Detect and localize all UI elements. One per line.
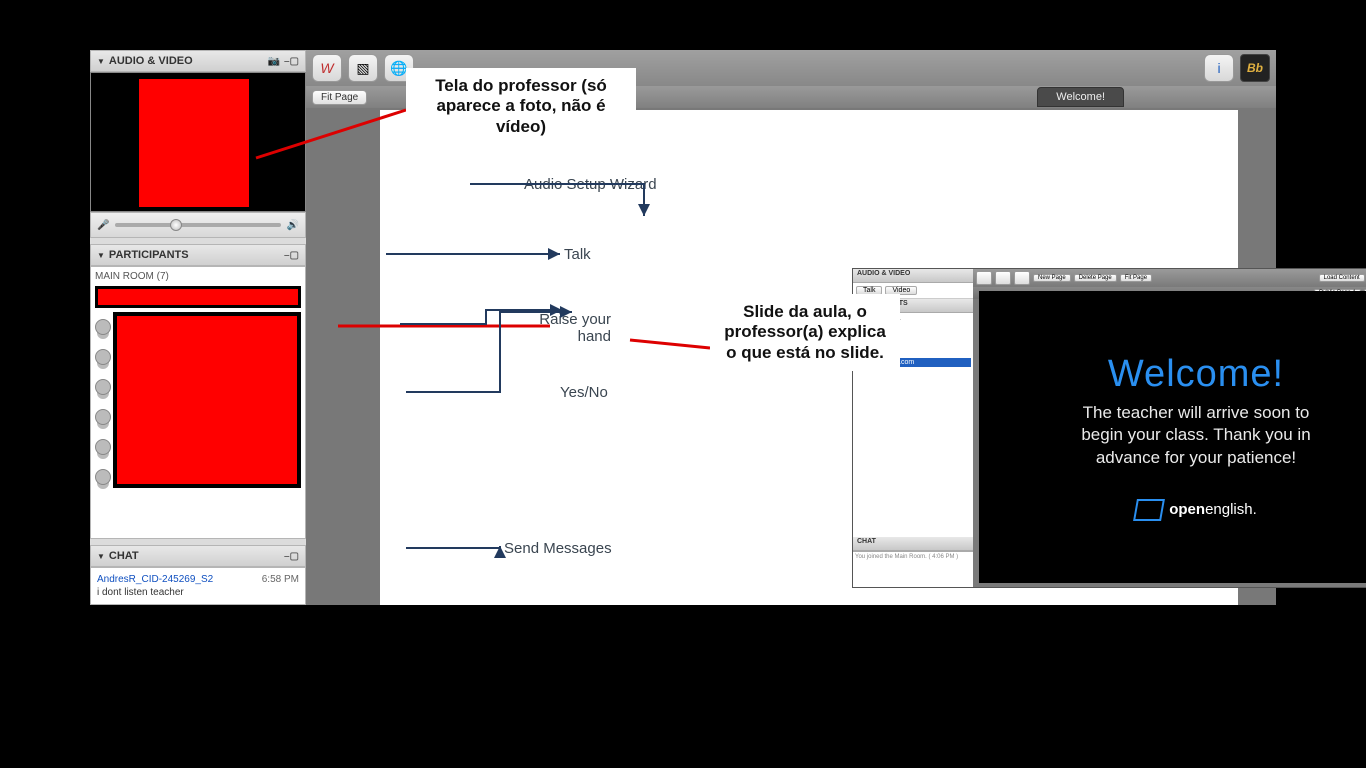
mini-chat-line: You joined the Main Room. ( 4:06 PM ) xyxy=(853,552,973,562)
label-raise-hand: Raise your hand xyxy=(531,312,611,345)
mini-delete-page[interactable]: Delete Page xyxy=(1074,274,1117,282)
mini-chat-body: You joined the Main Room. ( 4:06 PM ) xyxy=(853,551,973,587)
speaker-icon[interactable]: 🔊 xyxy=(287,220,299,231)
logo-english: english xyxy=(1205,501,1253,518)
chat-panel: AndresR_CID-245269_S2 6:58 PM i dont lis… xyxy=(90,567,306,605)
mini-new-page[interactable]: New Page xyxy=(1033,274,1071,282)
chat-header[interactable]: ▼ CHAT –▢ xyxy=(90,545,306,567)
avatar-icon xyxy=(95,469,111,485)
undock-icon[interactable]: –▢ xyxy=(284,250,299,261)
mini-chat-header: CHAT xyxy=(853,537,973,551)
info-button[interactable]: i xyxy=(1204,54,1234,82)
collapse-icon: ▼ xyxy=(97,57,105,66)
participants-panel: MAIN ROOM (7) xyxy=(90,266,306,539)
camera-icon[interactable]: 📷 xyxy=(268,56,280,67)
collapse-icon: ▼ xyxy=(97,552,105,561)
callout-professor-screen: Tela do professor (só aparece a foto, nã… xyxy=(406,68,636,145)
volume-knob[interactable] xyxy=(170,219,182,231)
sidebar: ▼ AUDIO & VIDEO 📷 –▢ 🎤 🔊 ▼ PARTICIPANTS … xyxy=(90,50,306,605)
undock-icon[interactable]: –▢ xyxy=(284,551,299,562)
collapse-icon: ▼ xyxy=(97,251,105,260)
app-frame: ▼ AUDIO & VIDEO 📷 –▢ 🎤 🔊 ▼ PARTICIPANTS … xyxy=(90,50,1276,605)
welcome-tab[interactable]: Welcome! xyxy=(1037,87,1124,107)
participants-header[interactable]: ▼ PARTICIPANTS –▢ xyxy=(90,244,306,266)
blackboard-logo: Bb xyxy=(1240,54,1270,82)
mini-main: New Page Delete Page Fit Page Load Conte… xyxy=(973,269,1366,587)
chat-timestamp: 6:58 PM xyxy=(262,574,299,585)
avatar-icon xyxy=(95,319,111,335)
mini-draw-icon[interactable] xyxy=(976,271,992,285)
slide-line1: The teacher will arrive soon to xyxy=(1083,402,1310,424)
chat-message: i dont listen teacher xyxy=(97,587,299,598)
logo-open: open xyxy=(1169,501,1205,518)
openenglish-logo: openenglish. xyxy=(1135,499,1257,521)
mini-web-icon[interactable] xyxy=(1014,271,1030,285)
avatar-icon xyxy=(95,439,111,455)
slide-welcome: Welcome! xyxy=(1108,353,1284,396)
audio-controls: 🎤 🔊 xyxy=(90,212,306,238)
appshare-button[interactable]: ▧ xyxy=(348,54,378,82)
avatar-icon xyxy=(95,379,111,395)
label-yes-no: Yes/No xyxy=(560,384,608,401)
mini-toolbar: New Page Delete Page Fit Page Load Conte… xyxy=(973,269,1366,287)
mic-icon[interactable]: 🎤 xyxy=(97,220,109,231)
audio-video-header[interactable]: ▼ AUDIO & VIDEO 📷 –▢ xyxy=(90,50,306,72)
video-panel xyxy=(90,72,306,212)
mini-fit-page[interactable]: Fit Page xyxy=(1120,274,1152,282)
participant-redaction-bar xyxy=(95,286,301,308)
callout-slide: Slide da aula, o professor(a) explica o … xyxy=(710,294,900,371)
draw-button[interactable]: W xyxy=(312,54,342,82)
room-label: MAIN ROOM (7) xyxy=(95,271,301,282)
chat-title: CHAT xyxy=(109,550,139,562)
audio-video-title: AUDIO & VIDEO xyxy=(109,55,193,67)
slide-line3: advance for your patience! xyxy=(1096,447,1296,469)
slide-line2: begin your class. Thank you in xyxy=(1081,424,1310,446)
video-redaction xyxy=(139,79,249,207)
fit-page-select[interactable]: Fit Page xyxy=(312,90,367,105)
participant-redaction-block xyxy=(113,312,301,488)
avatar-icon xyxy=(95,409,111,425)
label-talk: Talk xyxy=(564,246,591,263)
mini-slide: Welcome! The teacher will arrive soon to… xyxy=(979,291,1366,583)
label-audio-setup: Audio Setup Wizard xyxy=(524,176,657,193)
mini-share-icon[interactable] xyxy=(995,271,1011,285)
volume-slider[interactable] xyxy=(115,223,280,227)
participants-title: PARTICIPANTS xyxy=(109,249,189,261)
embedded-screenshot: AUDIO & VIDEO Talk Video PARTICIPANTS Op… xyxy=(852,268,1366,588)
avatar-icon xyxy=(95,349,111,365)
mini-av-header: AUDIO & VIDEO xyxy=(853,269,973,283)
undock-icon[interactable]: –▢ xyxy=(284,56,299,67)
chat-username: AndresR_CID-245269_S2 xyxy=(97,574,213,585)
logo-box-icon xyxy=(1133,499,1165,521)
mini-load-content[interactable]: Load Content xyxy=(1319,274,1365,282)
participant-avatars xyxy=(95,319,111,495)
label-send-messages: Send Messages xyxy=(504,540,612,557)
